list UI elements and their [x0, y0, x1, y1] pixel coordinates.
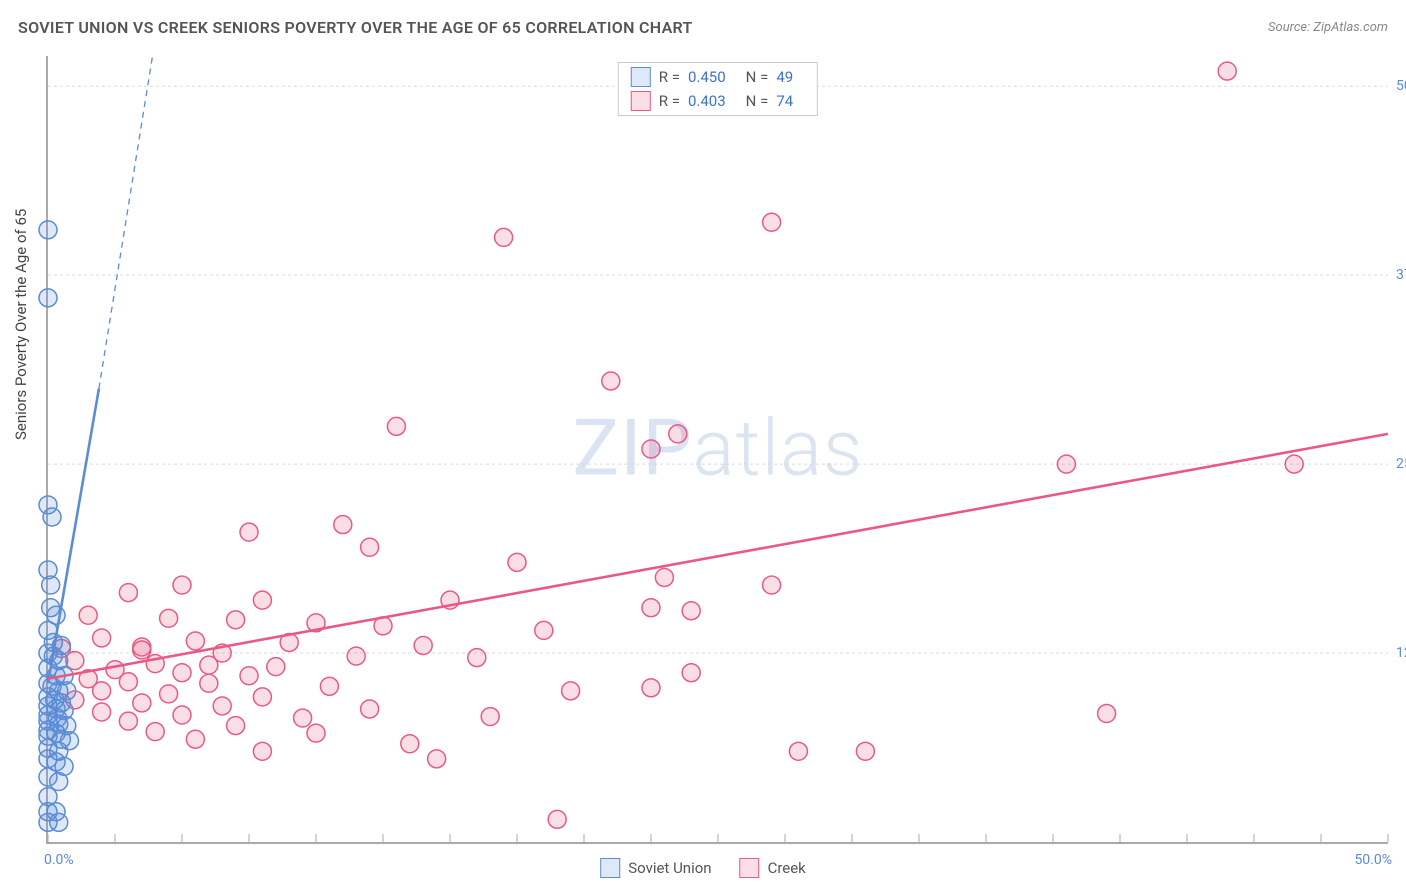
- r-value-soviet-union: 0.450: [688, 68, 726, 86]
- swatch-soviet-union: [631, 67, 651, 87]
- r-value-creek: 0.403: [688, 92, 726, 110]
- soviet-union-points: [39, 221, 78, 831]
- y-axis-label: Seniors Poverty Over the Age of 65: [12, 209, 30, 440]
- scatter-svg: [48, 56, 1388, 842]
- legend-item-soviet-union: Soviet Union: [600, 858, 711, 878]
- stats-row-creek: R = 0.403 N = 74: [619, 89, 817, 113]
- y-tick-label: 50.0%: [1390, 78, 1406, 94]
- x-tick-start: 0.0%: [44, 852, 74, 868]
- y-tick-label: 25.0%: [1390, 456, 1406, 472]
- stats-legend: R = 0.450 N = 49 R = 0.403 N = 74: [618, 62, 818, 116]
- legend-label-creek: Creek: [768, 859, 806, 877]
- trend-lines: [48, 56, 1388, 683]
- n-value-soviet-union: 49: [776, 68, 793, 86]
- r-label: R =: [659, 92, 680, 110]
- legend-swatch-soviet-union: [600, 858, 620, 878]
- creek-points: [52, 62, 1303, 828]
- y-tick-label: 37.5%: [1390, 267, 1406, 283]
- legend-swatch-creek: [740, 858, 760, 878]
- x-axis-ticks: [48, 834, 1388, 842]
- source-attribution: Source: ZipAtlas.com: [1268, 20, 1388, 35]
- chart-title: SOVIET UNION VS CREEK SENIORS POVERTY OV…: [18, 18, 693, 37]
- swatch-creek: [631, 91, 651, 111]
- chart-plot-area: ZIPatlas R = 0.450 N = 49 R = 0.403 N = …: [46, 56, 1388, 844]
- legend-label-soviet-union: Soviet Union: [628, 859, 711, 877]
- n-label: N =: [746, 68, 769, 86]
- n-value-creek: 74: [776, 92, 793, 110]
- legend-item-creek: Creek: [740, 858, 806, 878]
- x-tick-end: 50.0%: [1354, 852, 1392, 868]
- n-label: N =: [746, 92, 769, 110]
- gridlines: [48, 86, 1388, 653]
- stats-row-soviet-union: R = 0.450 N = 49: [619, 65, 817, 89]
- y-tick-label: 12.5%: [1390, 645, 1406, 661]
- bottom-legend: Soviet Union Creek: [600, 858, 806, 878]
- r-label: R =: [659, 68, 680, 86]
